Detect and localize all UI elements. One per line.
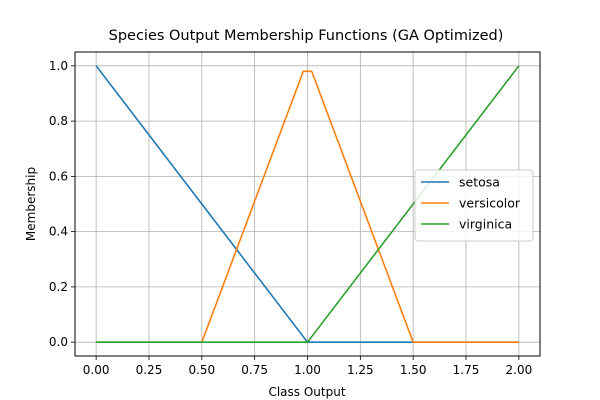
x-tick-label: 1.50 <box>400 363 427 377</box>
x-tick-label: 0.00 <box>83 363 110 377</box>
series-lines <box>95 65 520 343</box>
legend-label-setosa: setosa <box>459 175 500 190</box>
legend: setosa versicolor virginica <box>414 169 534 242</box>
y-tick-label: 0.0 <box>49 335 68 349</box>
y-axis-label: Membership <box>24 167 38 241</box>
y-tick-label: 1.0 <box>49 59 68 73</box>
y-tick-label: 0.2 <box>49 280 68 294</box>
y-tick-label: 0.8 <box>49 114 68 128</box>
chart-title: Species Output Membership Functions (GA … <box>109 28 504 44</box>
y-tick-label: 0.4 <box>49 225 68 239</box>
legend-label-versicolor: versicolor <box>459 196 521 211</box>
x-tick-label: 0.50 <box>188 363 215 377</box>
legend-label-virginica: virginica <box>459 217 512 232</box>
x-axis-label: Class Output <box>268 385 345 399</box>
x-tick-label: 1.25 <box>347 363 374 377</box>
x-tick-label: 1.75 <box>453 363 480 377</box>
y-tick-label: 0.6 <box>49 169 68 183</box>
series-line-virginica <box>96 65 520 343</box>
axis-ticks: 0.00 0.25 0.50 0.75 1.00 1.25 1.50 1.75 2.00 0.0 0… <box>49 59 532 377</box>
x-tick-label: 2.00 <box>506 363 533 377</box>
x-tick-label: 0.75 <box>241 363 268 377</box>
x-tick-label: 0.25 <box>136 363 163 377</box>
x-tick-label: 1.00 <box>294 363 321 377</box>
